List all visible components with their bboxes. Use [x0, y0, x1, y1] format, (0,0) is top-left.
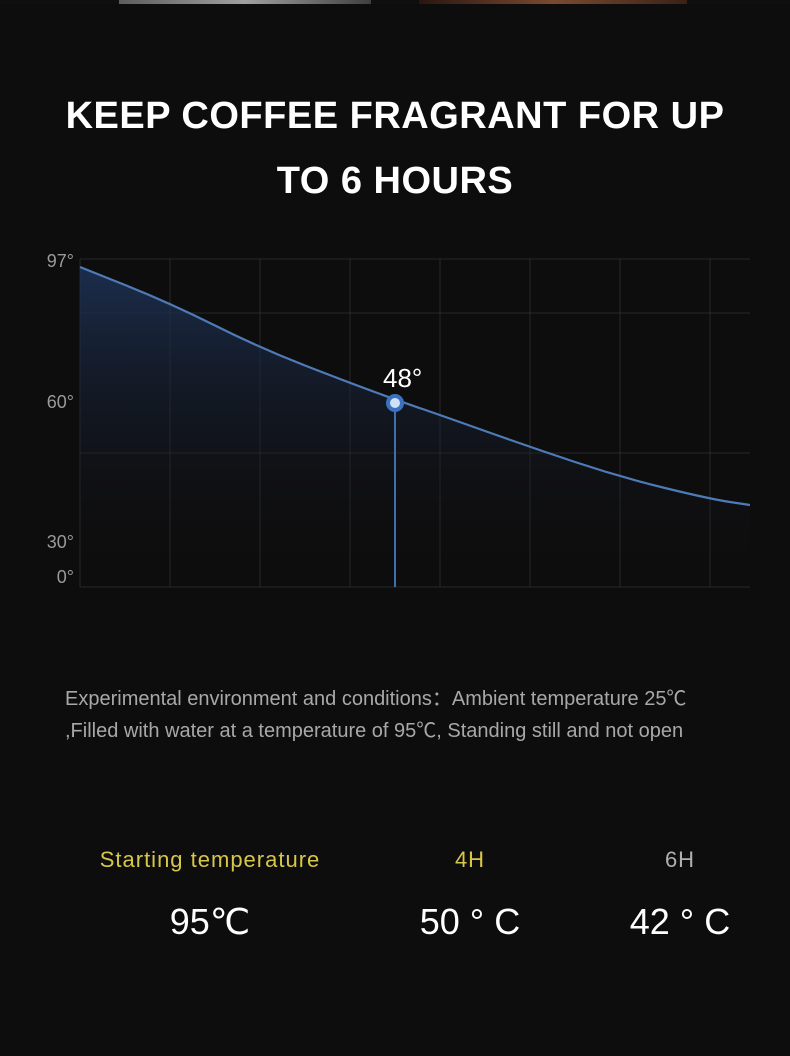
data-summary-row: Starting temperature 95℃ 4H 50 ° C 6H 42…	[0, 747, 790, 943]
chart-callout-label: 48°	[383, 363, 422, 394]
chart-svg	[40, 253, 750, 593]
conditions-text: Experimental environment and conditions：…	[0, 593, 790, 747]
top-image-strip	[0, 0, 790, 4]
data-heading: 6H	[580, 847, 780, 873]
data-heading: Starting temperature	[60, 847, 360, 873]
main-title: KEEP COFFEE FRAGRANT FOR UP TO 6 HOURS	[0, 4, 790, 253]
data-value: 42 ° C	[580, 901, 780, 943]
data-value: 95℃	[60, 901, 360, 943]
data-heading: 4H	[360, 847, 580, 873]
y-axis-label: 97°	[24, 251, 74, 272]
data-value: 50 ° C	[360, 901, 580, 943]
y-axis-label: 0°	[24, 567, 74, 588]
data-col-6h: 6H 42 ° C	[580, 847, 780, 943]
y-axis-label: 60°	[24, 392, 74, 413]
data-col-start: Starting temperature 95℃	[60, 847, 360, 943]
temperature-chart: 97°60°30°0°48°	[40, 253, 750, 593]
y-axis-label: 30°	[24, 532, 74, 553]
data-col-4h: 4H 50 ° C	[360, 847, 580, 943]
